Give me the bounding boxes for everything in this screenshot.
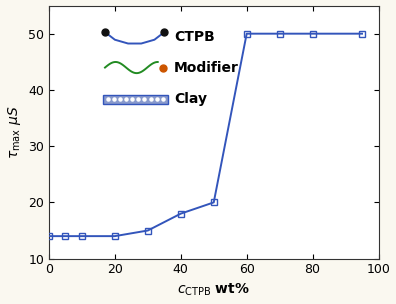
Y-axis label: $\tau_{\rm{max}}\ \mu S$: $\tau_{\rm{max}}\ \mu S$ [6, 105, 23, 159]
Text: CTPB: CTPB [174, 30, 215, 44]
FancyBboxPatch shape [103, 95, 168, 104]
X-axis label: $\it{c}_{\rm{CTPB}}\ \bf{wt\%}$: $\it{c}_{\rm{CTPB}}\ \bf{wt\%}$ [177, 282, 250, 299]
Text: Modifier: Modifier [174, 60, 239, 74]
Text: Clay: Clay [174, 92, 207, 106]
